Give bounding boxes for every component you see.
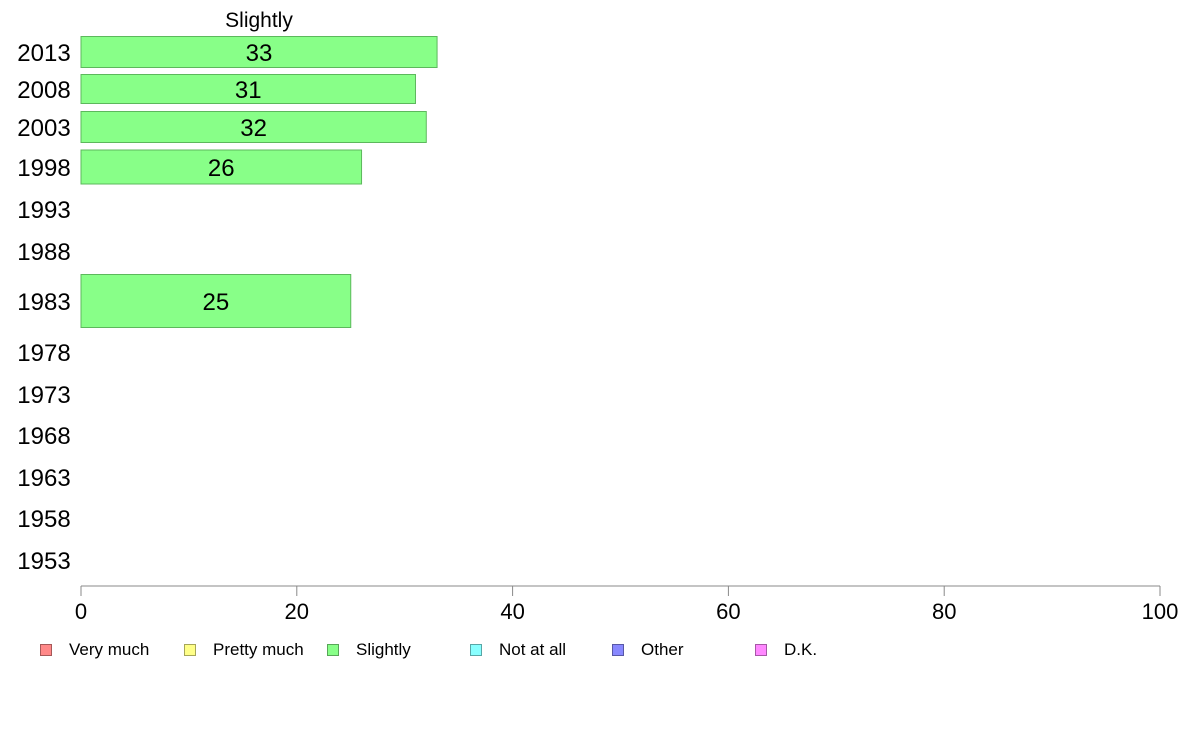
y-tick-label: 1993: [17, 197, 70, 224]
x-tick-label: 40: [500, 599, 524, 624]
y-tick-label: 1968: [17, 423, 70, 450]
y-tick-label: 1983: [17, 289, 70, 316]
legend-item: Pretty much: [184, 638, 304, 662]
bar: [80, 111, 427, 143]
legend-item: Not at all: [470, 638, 566, 662]
bar: [80, 149, 363, 185]
x-tick-label: 0: [75, 599, 87, 624]
x-tick-label: 100: [1142, 599, 1179, 624]
legend-item: Slightly: [327, 638, 411, 662]
legend-swatch: [40, 644, 52, 656]
legend-label: Slightly: [356, 640, 411, 659]
legend-swatch: [184, 644, 196, 656]
bar: [80, 36, 438, 68]
x-tick-label: 60: [716, 599, 740, 624]
bar-value-label: 33: [246, 40, 273, 67]
y-tick-label: 2013: [17, 40, 70, 67]
y-tick-label: 2008: [17, 77, 70, 104]
legend: Very much Pretty much Slightly Not at all Ot…: [0, 638, 1188, 662]
legend-label: Not at all: [499, 640, 567, 659]
legend-item: D.K.: [755, 638, 817, 662]
legend-swatch: [612, 644, 624, 656]
legend-label: D.K.: [784, 640, 818, 659]
y-tick-label: 1963: [17, 465, 70, 492]
legend-label: Pretty much: [213, 640, 304, 659]
y-tick-label: 1958: [17, 506, 70, 533]
legend-swatch: [755, 644, 767, 656]
bar-value-label: 32: [240, 115, 267, 142]
bar: [80, 74, 416, 104]
y-tick-label: 1973: [17, 382, 70, 409]
legend-label: Very much: [69, 640, 150, 659]
y-tick-label: 1998: [17, 155, 70, 182]
legend-item: Very much: [40, 638, 149, 662]
bar-value-label: 26: [208, 155, 235, 182]
legend-swatch: [327, 644, 339, 656]
y-tick-label: 1978: [17, 340, 70, 367]
legend-item: Other: [612, 638, 684, 662]
chart-title: Slightly: [225, 9, 293, 32]
y-tick-label: 1988: [17, 239, 70, 266]
x-tick-label: 80: [932, 599, 956, 624]
y-tick-label: 2003: [17, 115, 70, 142]
legend-swatch: [470, 644, 482, 656]
legend-label: Other: [641, 640, 684, 659]
bar-value-label: 31: [235, 77, 262, 104]
bar-value-label: 25: [203, 289, 230, 316]
bar: [80, 274, 352, 328]
y-tick-label: 1953: [17, 548, 70, 575]
x-tick-label: 20: [285, 599, 309, 624]
